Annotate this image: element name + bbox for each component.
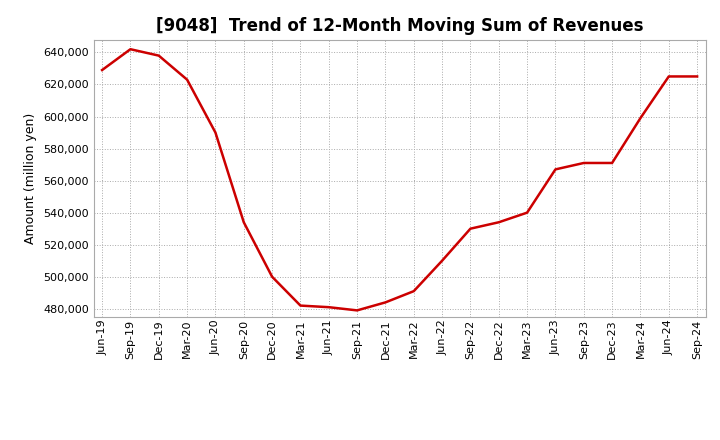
- Y-axis label: Amount (million yen): Amount (million yen): [24, 113, 37, 244]
- Title: [9048]  Trend of 12-Month Moving Sum of Revenues: [9048] Trend of 12-Month Moving Sum of R…: [156, 17, 644, 35]
